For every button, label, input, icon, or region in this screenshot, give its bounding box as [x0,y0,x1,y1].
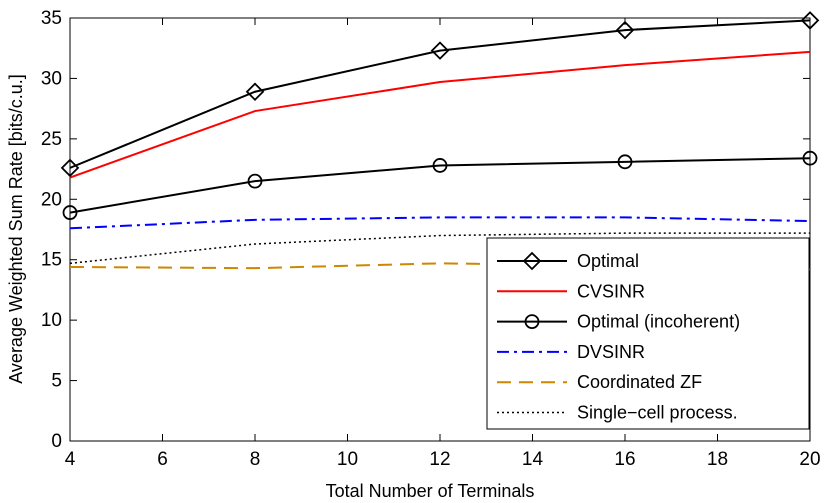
x-tick-label: 14 [522,449,544,470]
data-point-optimal [245,82,265,101]
x-tick-label: 10 [337,449,358,470]
data-point-optimal-incoherent [247,173,263,189]
y-tick-label: 5 [51,371,62,392]
data-point-optimal-incoherent [62,205,78,220]
x-tick-label: 4 [65,449,76,470]
data-point-optimal [60,158,80,178]
legend-marker-optimal-incoherent [524,314,540,330]
legend-box [486,237,810,430]
x-tick-label: 12 [429,449,450,470]
x-axis-label: Total Number of Terminals [326,481,535,501]
y-tick-label: 15 [41,250,62,271]
x-tick-label: 20 [799,449,820,470]
data-point-optimal-incoherent [617,154,633,170]
data-point-optimal [430,41,450,60]
data-point-optimal [800,11,820,30]
legend-label-single-cell-process: Single−cell process. [577,403,738,423]
legend-label-cvsinr: CVSINR [577,281,645,301]
x-tick-label: 6 [157,449,168,470]
legend-label-coordinated-zf: Coordinated ZF [577,372,702,392]
series-line-single-cell-process [69,232,810,265]
series-line-optimal-incoherent [69,157,811,214]
x-tick-label: 8 [250,449,261,470]
data-point-optimal-incoherent [802,150,818,166]
legend-label-dvsinr: DVSINR [577,342,645,362]
y-axis: 0 5 10 15 20 25 30 35 [41,8,810,452]
y-axis-label: Average Weighted Sum Rate [bits/c.u.] [6,74,26,384]
legend-label-optimal: Optimal [577,251,639,271]
y-tick-label: 25 [41,129,62,150]
series-line-cvsinr [69,50,811,179]
y-tick-label: 10 [41,310,62,331]
legend-marker-optimal [522,251,542,271]
y-tick-label: 0 [51,431,62,452]
data-point-optimal-incoherent [432,158,448,173]
x-tick-label: 16 [614,449,635,470]
legend: Optimal CVSINR Optimal (incoherent) DVSINR C… [486,237,810,430]
data-point-optimal [615,20,635,40]
legend-label-optimal-incoherent: Optimal (incoherent) [577,312,740,332]
y-tick-label: 35 [41,8,62,29]
x-axis: 4 6 8 10 12 14 16 18 20 [65,18,821,470]
x-tick-label: 18 [707,449,728,470]
series-line-optimal [69,19,811,169]
series-markers [60,11,820,220]
y-tick-label: 20 [41,189,62,210]
y-tick-label: 30 [41,68,62,89]
